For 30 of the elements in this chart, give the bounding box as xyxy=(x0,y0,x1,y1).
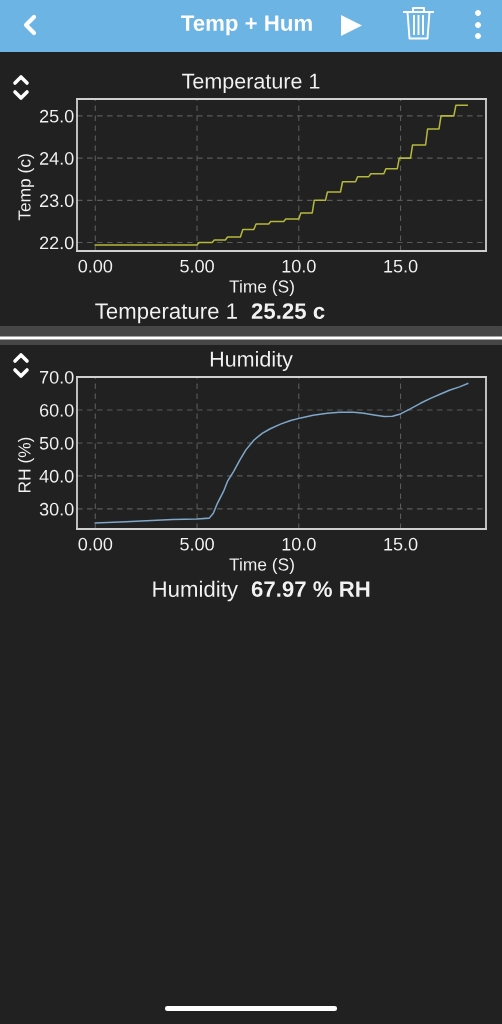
x-tick-label: 0.00 xyxy=(78,537,113,551)
text: 25.25 c xyxy=(251,303,325,319)
y-tick-label: 23.0 xyxy=(39,194,74,208)
y-tick-label: 22.0 xyxy=(39,236,74,250)
y-tick-label: 60.0 xyxy=(40,403,74,417)
y-tick-label: 70.0 xyxy=(40,370,74,384)
text: 67.97 % RH xyxy=(251,581,370,597)
text: Temp + Hum xyxy=(181,15,312,36)
x-tick-label: 10.0 xyxy=(282,259,316,273)
x-tick-label: 5.00 xyxy=(180,259,214,273)
text: Temperature 1 xyxy=(95,303,237,324)
y-tick-label: 50.0 xyxy=(39,436,74,450)
x-tick-label: 15.0 xyxy=(384,537,418,551)
x-tick-label: 0.00 xyxy=(78,259,113,273)
chart-title: Temperature 1 xyxy=(182,73,320,94)
text: Humidity xyxy=(153,580,238,602)
line-series xyxy=(94,382,469,524)
line-series xyxy=(94,104,469,246)
x-tick-label: 15.0 xyxy=(384,259,418,273)
x-tick-label: 10.0 xyxy=(282,537,316,551)
y-tick-label: 25.0 xyxy=(39,109,74,123)
y-tick-label: 30.0 xyxy=(39,502,74,516)
y-tick-label: 40.0 xyxy=(39,469,74,483)
x-axis-title: Time (S) xyxy=(229,557,294,575)
x-axis-title: Time (S) xyxy=(229,279,294,297)
x-tick-label: 5.00 xyxy=(180,537,214,551)
y-tick-label: 24.0 xyxy=(39,152,74,165)
chart-title: Humidity xyxy=(210,350,293,372)
y-axis-title: RH (%) xyxy=(17,437,35,493)
y-axis-title: Temp (c) xyxy=(17,154,35,221)
